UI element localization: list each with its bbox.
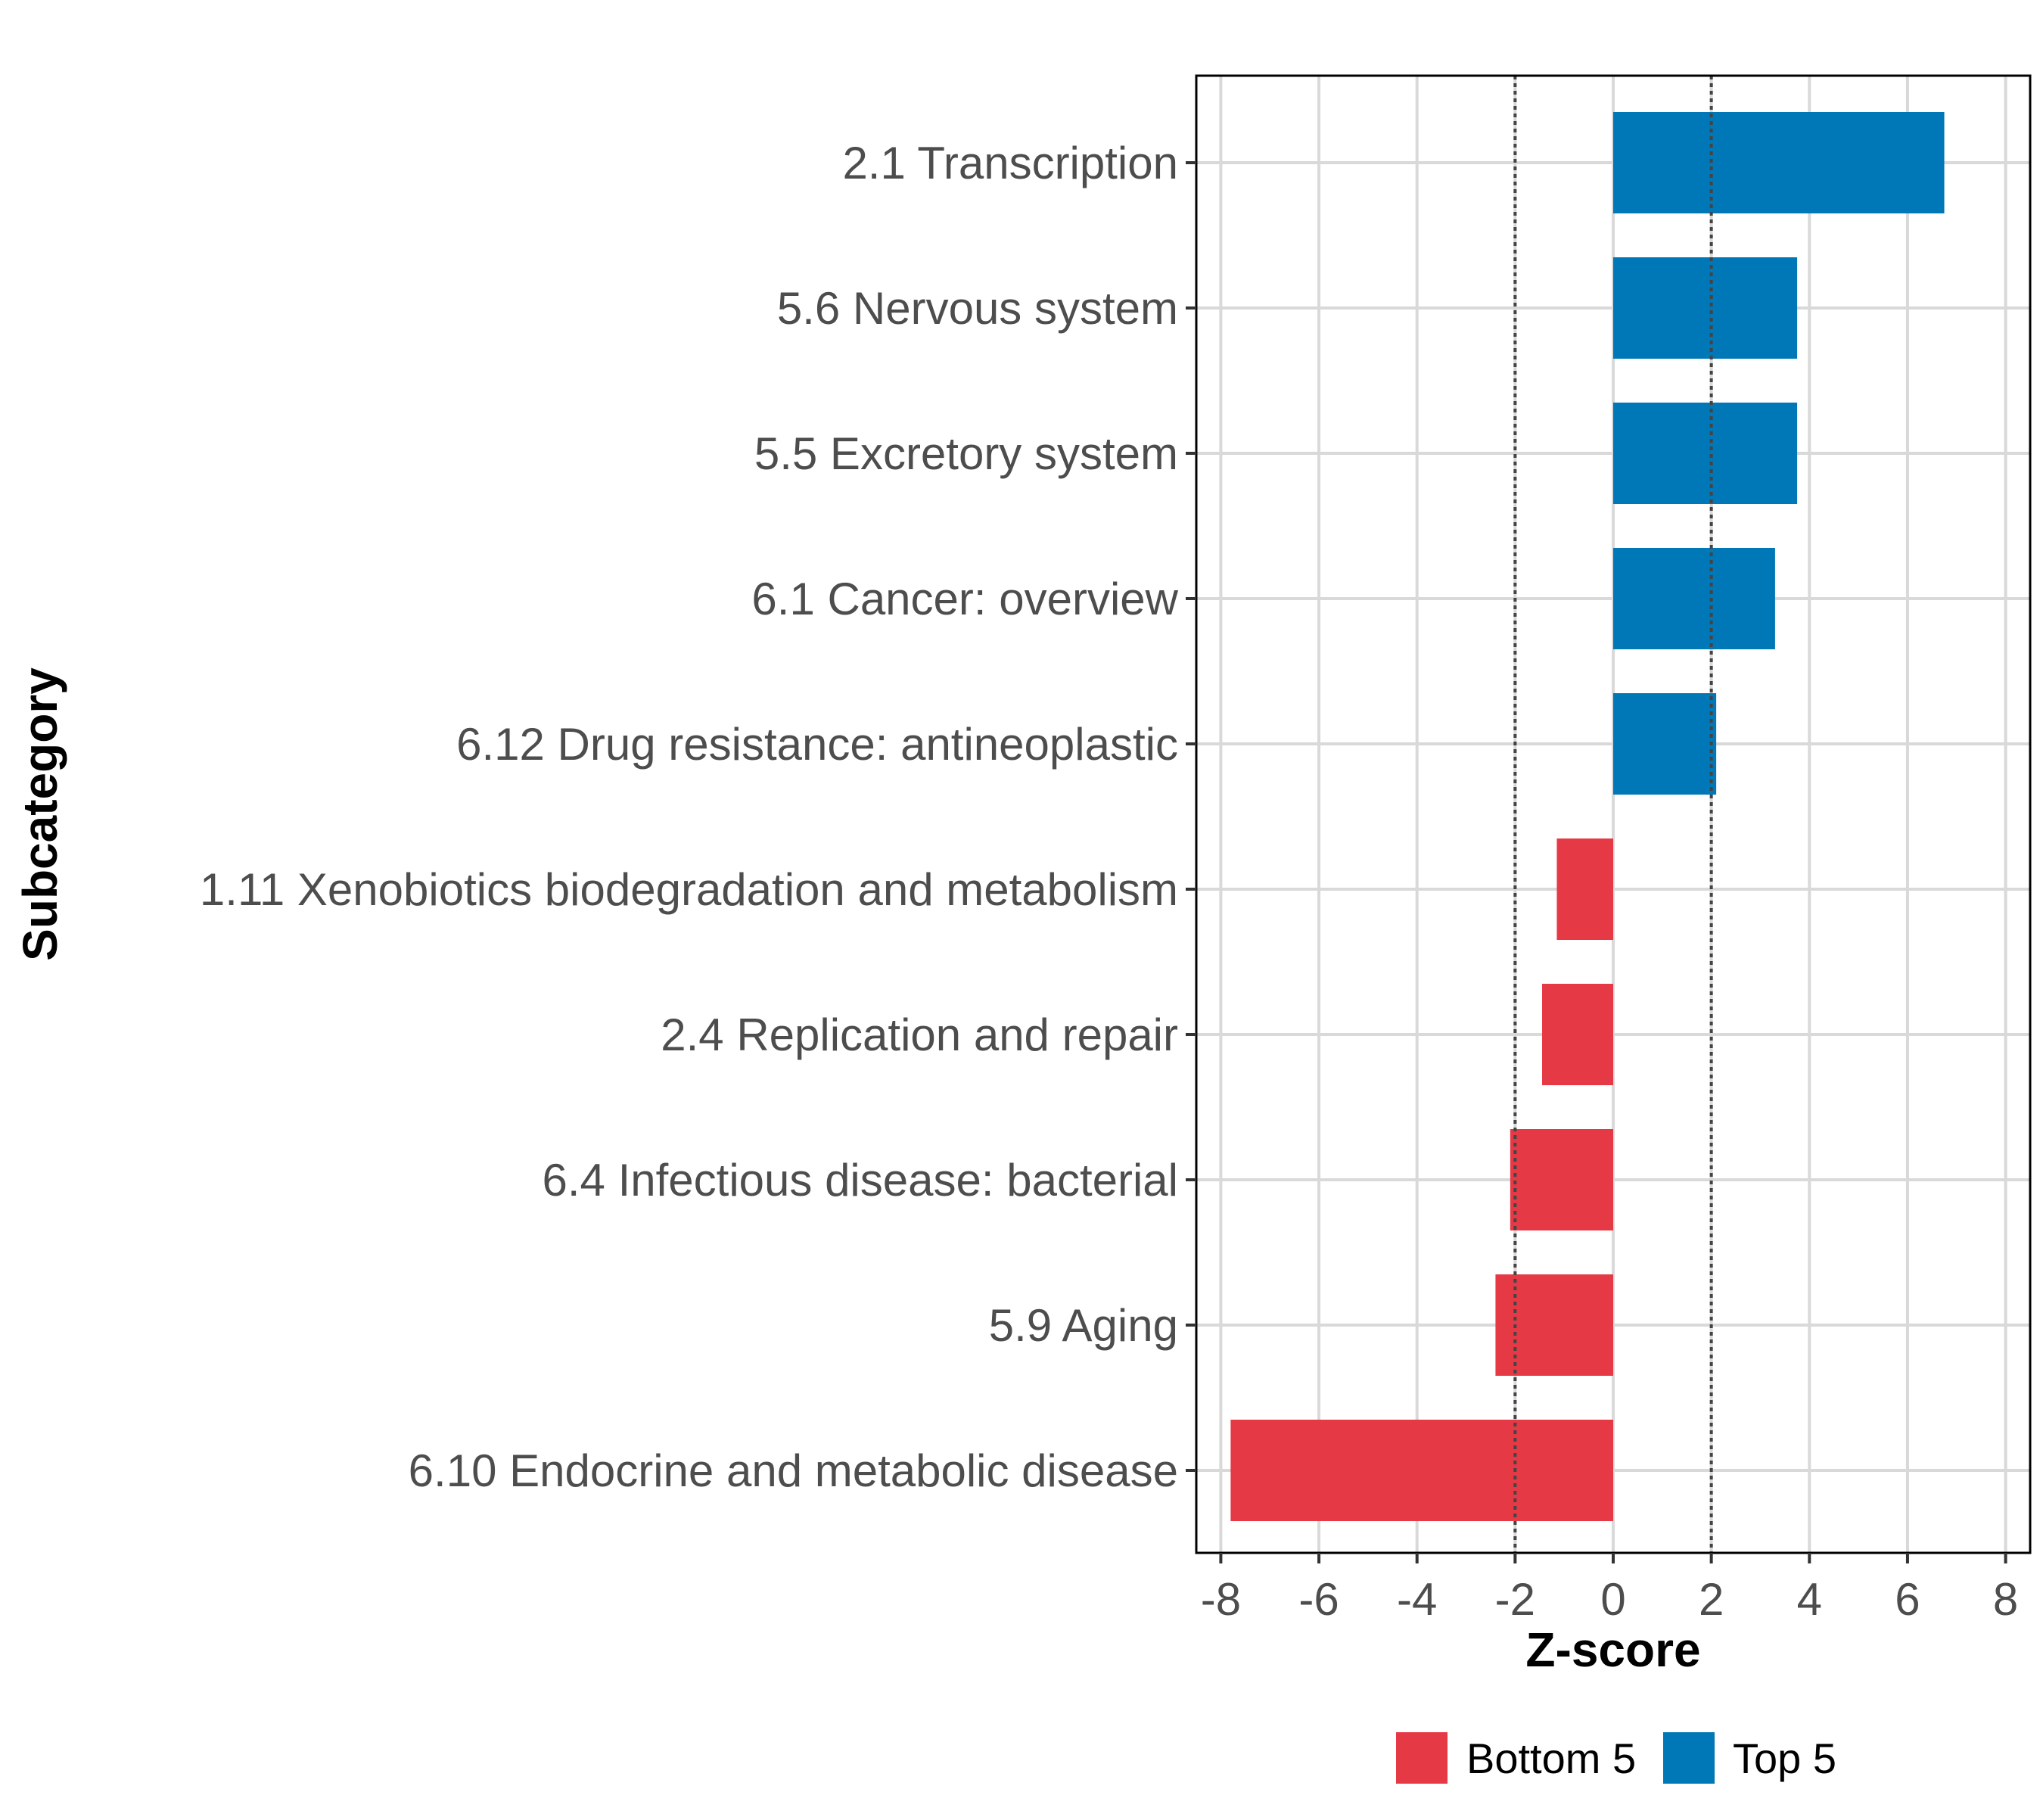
bar-bottom-5 [1230, 1420, 1613, 1521]
legend-label-bottom-5: Bottom 5 [1466, 1734, 1636, 1782]
category-label: 6.4 Infectious disease: bacterial [543, 1155, 1179, 1206]
x-axis-title: Z-score [1525, 1622, 1700, 1677]
x-tick-label: 4 [1797, 1574, 1822, 1625]
category-label: 6.1 Cancer: overview [751, 574, 1178, 624]
x-tick-label: -2 [1495, 1574, 1535, 1625]
category-label: 2.1 Transcription [842, 138, 1178, 188]
category-label: 6.10 Endocrine and metabolic disease [409, 1445, 1178, 1496]
bar-bottom-5 [1495, 1274, 1613, 1376]
legend-swatch-bottom-5 [1396, 1732, 1448, 1784]
bar-top-5 [1613, 112, 1945, 213]
category-label: 5.9 Aging [989, 1300, 1178, 1351]
legend-label-top-5: Top 5 [1733, 1734, 1836, 1782]
bar-top-5 [1613, 403, 1798, 504]
bar-bottom-5 [1556, 838, 1613, 940]
x-tick-label: -6 [1298, 1574, 1339, 1625]
category-label: 2.4 Replication and repair [661, 1010, 1178, 1060]
x-tick-label: 8 [1993, 1574, 2018, 1625]
bar-top-5 [1613, 693, 1717, 795]
bar-top-5 [1613, 548, 1775, 649]
y-axis-title: Subcategory [13, 667, 67, 961]
x-tick-label: 2 [1699, 1574, 1724, 1625]
y-axis-category-labels: 2.1 Transcription 5.6 Nervous system 5.5 E… [200, 138, 1179, 1496]
x-tick-label: -4 [1397, 1574, 1437, 1625]
legend-swatch-top-5 [1663, 1732, 1715, 1784]
bar-top-5 [1613, 257, 1798, 359]
bars [1230, 112, 1945, 1521]
x-tick-label: 6 [1895, 1574, 1920, 1625]
x-tick-label: 0 [1600, 1574, 1625, 1625]
category-label: 5.6 Nervous system [777, 283, 1178, 334]
bar-bottom-5 [1542, 984, 1613, 1085]
x-tick-label: -8 [1201, 1574, 1241, 1625]
bar-bottom-5 [1510, 1129, 1613, 1230]
x-axis-ticks [1219, 1553, 2007, 1563]
y-axis-ticks [1186, 161, 1196, 1472]
x-axis-tick-labels: -8 -6 -4 -2 0 2 4 6 8 [1201, 1574, 2019, 1625]
legend: Bottom 5 Top 5 [1396, 1732, 1836, 1784]
category-label: 6.12 Drug resistance: antineoplastic [456, 719, 1178, 770]
category-label: 1.11 Xenobiotics biodegradation and meta… [200, 864, 1178, 915]
category-label: 5.5 Excretory system [754, 428, 1178, 479]
